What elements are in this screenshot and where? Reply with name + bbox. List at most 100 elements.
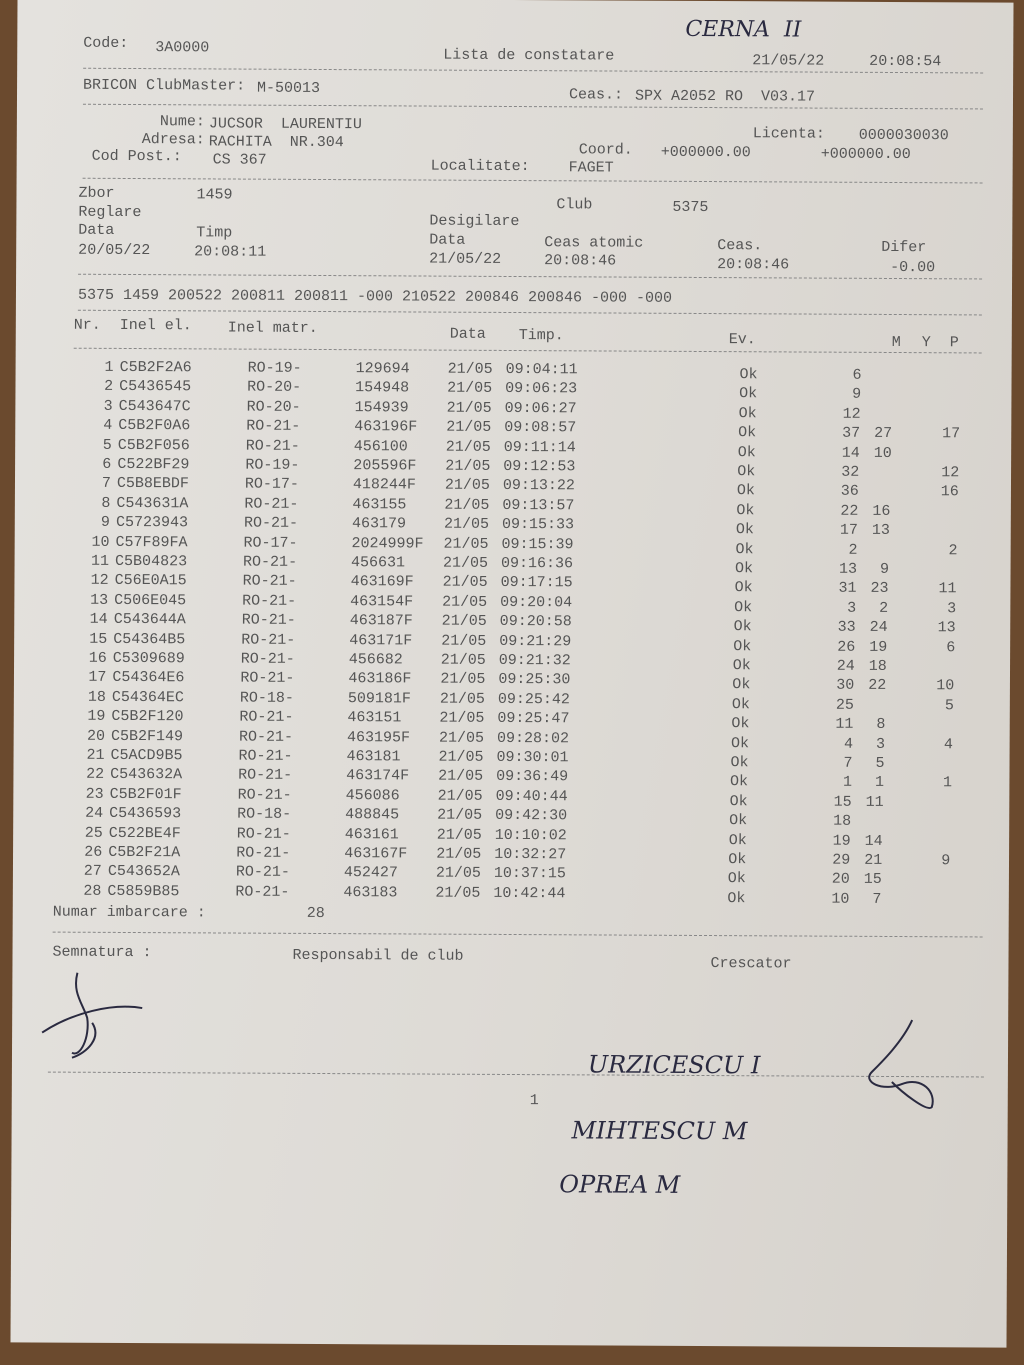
ceas-time: 20:08:46 xyxy=(717,256,790,274)
cell-y: 8 xyxy=(876,716,886,734)
cell-time: 09:08:57 xyxy=(504,419,577,437)
cell-y: 9 xyxy=(879,560,890,578)
cell-ring: C543631A xyxy=(116,494,189,513)
cell-ro: RO-21- xyxy=(238,728,294,746)
table-row: 21 C5ACD9B5 RO-21- 463181 21/05 09:30:01 Ok 7 5 xyxy=(18,0,1014,772)
clock-value: SPX A2052 RO V03.17 xyxy=(634,87,816,106)
locality-label: Localitate: xyxy=(430,157,530,176)
cell-ro: RO-17- xyxy=(243,534,298,552)
atomic-label: Ceas atomic xyxy=(544,234,644,252)
cell-ring: C54364EC xyxy=(111,688,184,707)
cell-time: 09:06:23 xyxy=(505,380,578,398)
clubmaster-value: M-50013 xyxy=(257,79,321,97)
table-row: 5 C5B2F056 RO-21- 456100 21/05 09:11:14 Ok 14 10 xyxy=(18,0,1014,461)
cell-m: 20 xyxy=(831,871,850,889)
col-inel-el: Inel el. xyxy=(119,316,192,335)
cell-nr: 17 xyxy=(88,669,107,687)
cell-date: 21/05 xyxy=(441,612,487,631)
cell-matr: 463169F xyxy=(350,573,414,591)
table-row: 9 C5723943 RO-21- 463179 21/05 09:15:33 Ok 17 13 xyxy=(18,0,1014,539)
cell-ring: C54364E6 xyxy=(112,669,185,687)
cell-date: 21/05 xyxy=(442,574,488,592)
coord-label: Coord. xyxy=(578,141,633,159)
cell-ev: Ok xyxy=(731,715,750,733)
cell-nr: 25 xyxy=(84,824,103,842)
cell-y: 3 xyxy=(875,735,886,753)
cell-date: 21/05 xyxy=(443,515,490,534)
cell-nr: 12 xyxy=(90,572,109,590)
cell-p: 5 xyxy=(944,697,954,715)
cell-p: 17 xyxy=(942,425,961,443)
cell-ring: C57F89FA xyxy=(115,533,188,551)
cell-m: 14 xyxy=(841,444,860,462)
cell-nr: 18 xyxy=(87,688,106,706)
cell-time: 09:06:27 xyxy=(504,399,577,418)
cell-matr: 488845 xyxy=(345,806,400,824)
cell-y: 18 xyxy=(868,657,887,675)
cell-time: 09:13:57 xyxy=(502,496,575,515)
reglare-time: 20:08:11 xyxy=(194,243,267,261)
cell-m: 4 xyxy=(843,735,854,753)
cell-nr: 19 xyxy=(87,707,106,726)
cell-ring: C5B2F149 xyxy=(110,727,184,745)
difer-value: -0.00 xyxy=(890,258,936,277)
cell-ev: Ok xyxy=(728,851,747,869)
table-row: 6 C522BF29 RO-19- 205596F 21/05 09:12:53 Ok 32 1… xyxy=(18,0,1014,481)
postal-label: Cod Post.: xyxy=(91,147,182,166)
cell-matr: 463186F xyxy=(348,670,412,688)
cell-ring: C5B2F0A6 xyxy=(118,417,191,435)
cell-matr: 463171F xyxy=(349,631,413,650)
table-row: 4 C5B2F0A6 RO-21- 463196F 21/05 09:08:57 Ok 37 2… xyxy=(18,0,1014,442)
table-row: 15 C54364B5 RO-21- 463171F 21/05 09:21:29 Ok 26… xyxy=(18,0,1014,656)
cell-date: 21/05 xyxy=(444,496,490,514)
cell-ev: Ok xyxy=(730,734,750,752)
cell-m: 32 xyxy=(841,463,860,481)
cell-matr: 463174F xyxy=(346,767,410,785)
cell-m: 2 xyxy=(848,541,858,559)
clock-label: Ceas.: xyxy=(568,86,624,104)
cell-time: 09:25:30 xyxy=(498,671,571,689)
table-row: 8 C543631A RO-21- 463155 21/05 09:13:57 Ok 22 16 xyxy=(18,0,1014,520)
table-row: 12 C56E0A15 RO-21- 463169F 21/05 09:17:15 Ok 31… xyxy=(18,0,1014,598)
cell-p: 9 xyxy=(941,852,951,870)
cell-matr: 154948 xyxy=(355,379,410,397)
cell-date: 21/05 xyxy=(443,554,489,572)
table-row: 3 C543647C RO-20- 154939 21/05 09:06:27 Ok 12 xyxy=(18,0,1014,423)
cell-ev: Ok xyxy=(739,385,758,403)
cell-time: 09:15:33 xyxy=(501,516,575,534)
cell-y: 27 xyxy=(874,425,893,443)
cell-p: 11 xyxy=(938,580,957,598)
locality-value: FAGET xyxy=(568,159,614,177)
divider xyxy=(83,67,984,74)
divider xyxy=(82,177,983,184)
cell-ro: RO-19- xyxy=(245,456,300,474)
table-row: 10 C57F89FA RO-17- 2024999F 21/05 09:15:39 Ok 2… xyxy=(18,0,1014,559)
divider xyxy=(78,273,983,280)
cell-date: 21/05 xyxy=(435,864,481,883)
cell-nr: 5 xyxy=(102,436,112,454)
cell-nr: 16 xyxy=(88,649,107,667)
cell-date: 21/05 xyxy=(440,651,486,669)
cell-matr: 463179 xyxy=(351,515,407,533)
license-label: Licenta: xyxy=(752,125,825,143)
cell-time: 10:42:44 xyxy=(493,884,566,903)
cell-time: 09:11:14 xyxy=(503,438,576,456)
cell-time: 09:28:02 xyxy=(496,729,570,747)
cell-ev: Ok xyxy=(737,443,756,461)
cell-time: 09:25:47 xyxy=(497,710,570,728)
cell-ro: RO-21- xyxy=(237,786,292,804)
table-row: 19 C5B2F120 RO-21- 463151 21/05 09:25:47 Ok 11 8 xyxy=(18,0,1014,733)
cell-matr: 452427 xyxy=(343,864,398,882)
cell-ro: RO-21- xyxy=(241,611,296,630)
reglare-timp-label: Timp xyxy=(196,224,233,242)
cell-y: 23 xyxy=(870,580,889,598)
cell-nr: 28 xyxy=(83,882,102,900)
difer-label: Difer xyxy=(881,238,927,257)
handwritten-name-3: OPREA M xyxy=(559,1170,681,1199)
cell-nr: 14 xyxy=(89,610,108,629)
cell-date: 21/05 xyxy=(444,477,490,495)
cell-ev: Ok xyxy=(736,482,755,500)
cell-matr: 129694 xyxy=(355,360,410,378)
col-y: Y xyxy=(921,334,931,352)
reglare-data-label: Data xyxy=(78,221,115,239)
